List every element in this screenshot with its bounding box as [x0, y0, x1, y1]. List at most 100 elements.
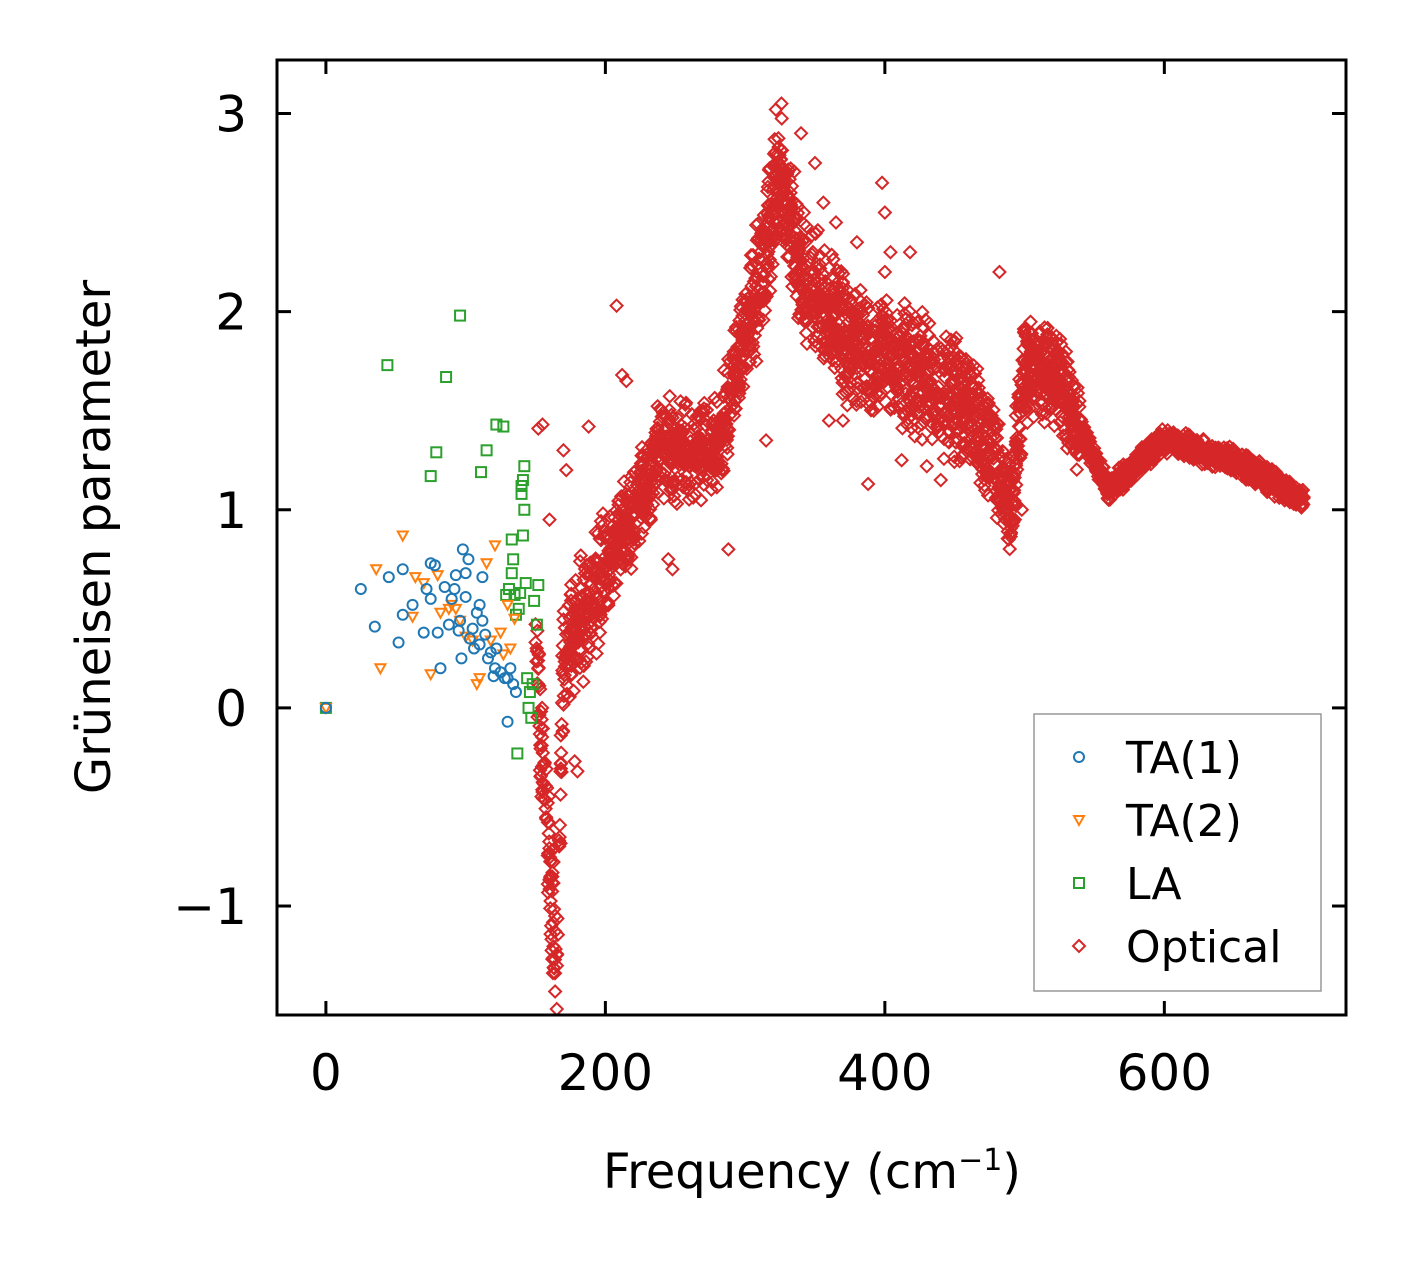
optical-point	[941, 424, 957, 440]
optical-point	[664, 475, 680, 490]
optical-point	[678, 481, 694, 496]
optical-point	[835, 274, 851, 290]
optical-point	[1013, 389, 1029, 405]
optical-point	[585, 594, 601, 610]
data-point	[462, 553, 475, 566]
optical-point	[742, 338, 758, 354]
optical-point	[744, 257, 759, 273]
data-point	[509, 686, 522, 699]
optical-point	[842, 374, 858, 390]
optical-point	[860, 476, 876, 492]
optical-point	[1046, 418, 1062, 434]
optical-point	[877, 264, 893, 280]
optical-point	[583, 575, 599, 591]
optical-point	[970, 372, 986, 388]
optical-point	[796, 205, 812, 220]
data-point	[493, 627, 508, 640]
optical-point	[1039, 350, 1055, 365]
optical-point	[810, 319, 825, 335]
optical-point	[888, 366, 903, 382]
data-point	[445, 592, 458, 605]
optical-point	[929, 420, 945, 436]
y-tick-label: −1	[173, 878, 247, 936]
optical-point	[721, 382, 737, 398]
data-point	[518, 503, 531, 516]
optical-point	[904, 346, 920, 362]
optical-point	[546, 960, 562, 976]
optical-point	[904, 362, 920, 377]
optical-point	[633, 456, 649, 471]
optical-point	[783, 197, 799, 213]
data-point	[454, 309, 467, 322]
data-point	[424, 669, 438, 682]
optical-point	[774, 111, 790, 126]
optical-point	[770, 154, 786, 170]
optical-point	[616, 474, 632, 489]
optical-point	[1048, 386, 1064, 401]
optical-point	[952, 453, 967, 469]
optical-point	[623, 561, 639, 577]
optical-point	[565, 646, 581, 662]
optical-point	[941, 434, 957, 450]
optical-point	[949, 431, 965, 447]
optical-point	[815, 195, 831, 211]
data-point	[496, 649, 511, 662]
data-point	[482, 652, 495, 665]
optical-point	[755, 293, 770, 309]
optical-point	[933, 351, 948, 366]
optical-point	[542, 900, 558, 916]
data-point	[479, 628, 492, 641]
series-ta-2-	[319, 530, 522, 715]
data-point	[503, 643, 518, 656]
optical-point	[1246, 454, 1262, 470]
optical-point	[1087, 453, 1103, 469]
optical-point	[1021, 376, 1037, 392]
data-point	[528, 594, 541, 607]
optical-point	[1207, 443, 1223, 459]
optical-point	[720, 365, 736, 381]
optical-point	[773, 188, 789, 204]
optical-point	[971, 446, 987, 462]
optical-point	[673, 417, 689, 433]
optical-point	[592, 567, 608, 583]
optical-point	[609, 298, 624, 314]
optical-point	[535, 784, 550, 800]
optical-point	[1165, 436, 1180, 452]
optical-point	[707, 390, 723, 406]
x-tick-label: 600	[1117, 1044, 1212, 1102]
optical-point	[1293, 485, 1309, 501]
optical-point	[912, 406, 928, 422]
optical-point	[1160, 440, 1176, 456]
optical-point	[914, 432, 930, 447]
optical-point	[598, 553, 614, 569]
optical-point	[973, 475, 988, 491]
optical-point	[1027, 347, 1043, 363]
optical-point	[817, 273, 833, 289]
plot-frame	[275, 58, 1348, 1017]
optical-point	[760, 256, 776, 272]
optical-point	[969, 361, 985, 377]
optical-point	[755, 236, 771, 252]
optical-point	[762, 160, 778, 176]
optical-point	[1036, 366, 1052, 381]
optical-point	[807, 155, 823, 171]
optical-point	[684, 449, 700, 465]
optical-point	[581, 419, 597, 434]
optical-point	[751, 251, 767, 267]
optical-point	[974, 466, 990, 482]
data-point	[430, 446, 443, 459]
optical-point	[836, 373, 852, 389]
optical-point	[634, 448, 649, 464]
data-point	[396, 608, 409, 621]
optical-point	[534, 700, 550, 716]
optical-point	[716, 362, 732, 378]
optical-point	[813, 277, 829, 293]
optical-point	[550, 927, 566, 943]
optical-point	[743, 295, 758, 311]
optical-point	[850, 322, 866, 338]
optical-point	[1042, 328, 1057, 344]
optical-point	[995, 443, 1010, 459]
data-point	[479, 558, 494, 571]
legend-label: Optical	[1126, 922, 1281, 973]
legend-label: LA	[1126, 859, 1182, 910]
